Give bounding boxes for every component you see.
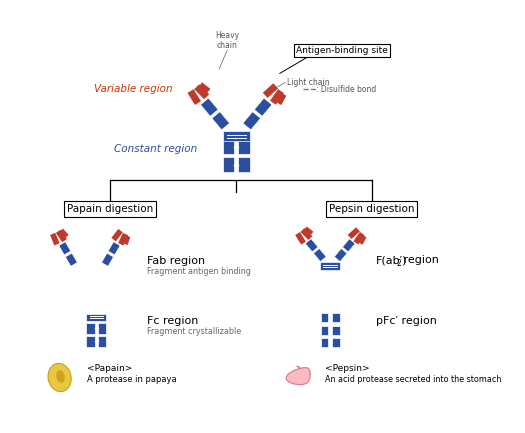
Polygon shape: [300, 228, 312, 240]
Polygon shape: [270, 89, 284, 105]
Polygon shape: [199, 82, 211, 93]
Polygon shape: [98, 336, 106, 346]
Polygon shape: [304, 226, 313, 235]
Polygon shape: [223, 157, 235, 172]
Polygon shape: [305, 239, 318, 252]
Polygon shape: [321, 339, 328, 347]
Polygon shape: [295, 232, 306, 245]
Text: Variable region: Variable region: [93, 84, 172, 94]
Polygon shape: [320, 262, 340, 270]
Polygon shape: [321, 326, 328, 335]
Polygon shape: [87, 314, 106, 321]
Polygon shape: [60, 229, 69, 238]
Polygon shape: [238, 157, 249, 172]
Text: Fc region: Fc region: [147, 316, 198, 326]
Text: Fragment crystallizable: Fragment crystallizable: [147, 327, 241, 336]
Polygon shape: [263, 83, 278, 98]
Polygon shape: [111, 229, 123, 241]
Polygon shape: [87, 323, 95, 334]
Text: Constant region: Constant region: [114, 144, 197, 154]
Ellipse shape: [48, 363, 71, 391]
Polygon shape: [313, 249, 326, 262]
Polygon shape: [212, 112, 229, 130]
Text: F(ab′): F(ab′): [376, 255, 407, 265]
Text: Pepsin digestion: Pepsin digestion: [329, 204, 414, 214]
Polygon shape: [342, 239, 355, 252]
Polygon shape: [277, 94, 286, 105]
Text: <Pepsin>: <Pepsin>: [325, 364, 370, 373]
Text: region: region: [401, 255, 439, 265]
Polygon shape: [187, 89, 201, 105]
Polygon shape: [353, 232, 364, 245]
Polygon shape: [50, 233, 59, 246]
Polygon shape: [98, 323, 106, 334]
Text: pFc′ region: pFc′ region: [376, 316, 437, 326]
Polygon shape: [243, 112, 260, 130]
Polygon shape: [59, 242, 71, 255]
Polygon shape: [332, 326, 340, 335]
Text: 2: 2: [396, 259, 401, 268]
Polygon shape: [332, 339, 340, 347]
Polygon shape: [286, 368, 310, 385]
Text: A protease in papaya: A protease in papaya: [87, 375, 177, 384]
Text: Fragment antigen binding: Fragment antigen binding: [147, 268, 250, 277]
Polygon shape: [56, 229, 67, 242]
Polygon shape: [201, 98, 218, 116]
Polygon shape: [238, 139, 249, 154]
Ellipse shape: [56, 370, 65, 383]
Polygon shape: [334, 249, 347, 262]
Polygon shape: [194, 84, 209, 99]
Polygon shape: [223, 139, 235, 154]
Polygon shape: [254, 98, 272, 116]
Text: <Papain>: <Papain>: [87, 364, 132, 373]
Polygon shape: [108, 242, 120, 255]
Polygon shape: [332, 313, 340, 322]
Polygon shape: [87, 336, 95, 346]
Polygon shape: [223, 131, 249, 141]
Polygon shape: [124, 236, 130, 245]
Polygon shape: [101, 253, 113, 266]
Text: Antigen-binding site: Antigen-binding site: [296, 46, 387, 55]
Polygon shape: [359, 236, 366, 245]
Polygon shape: [321, 313, 328, 322]
Polygon shape: [348, 227, 360, 239]
Polygon shape: [118, 233, 128, 246]
Text: Fab region: Fab region: [147, 256, 205, 266]
Text: An acid protease secreted into the stomach: An acid protease secreted into the stoma…: [325, 375, 501, 384]
Text: Papain digestion: Papain digestion: [67, 204, 153, 214]
Text: : Disulfide bond: : Disulfide bond: [317, 85, 377, 94]
Polygon shape: [65, 253, 77, 266]
Text: Light chain: Light chain: [287, 78, 329, 87]
Text: Heavy
chain: Heavy chain: [215, 31, 239, 51]
